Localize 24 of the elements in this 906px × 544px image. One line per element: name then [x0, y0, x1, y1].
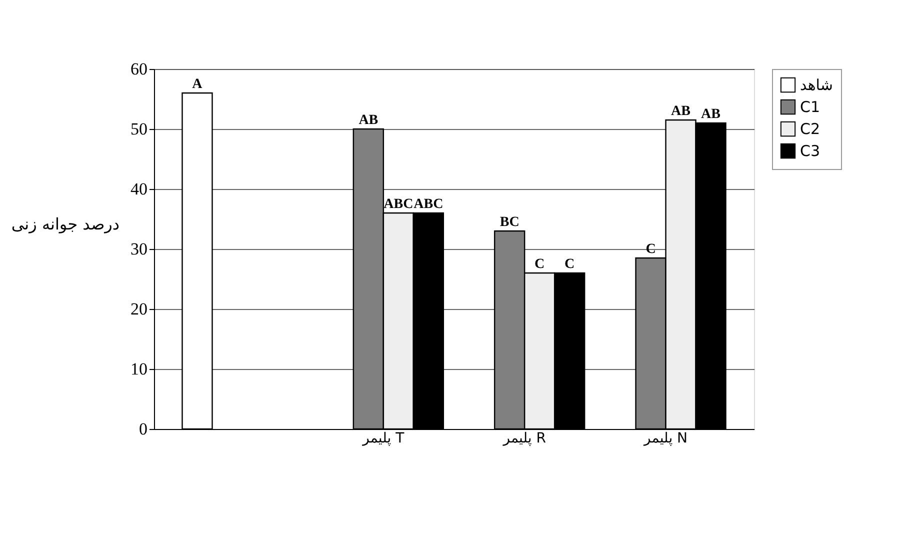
data-label: AB [358, 113, 378, 128]
y-tick-label: 30 [130, 240, 148, 258]
legend-label: شاهد [800, 76, 833, 94]
data-label: BC [500, 215, 520, 230]
data-label: ABC [414, 197, 444, 212]
y-tick-label: 60 [130, 60, 148, 78]
y-tick-label: 50 [130, 120, 148, 138]
y-tick-label: 40 [130, 180, 148, 198]
x-tick-label: پلیمر T [362, 430, 405, 446]
data-label: AB [701, 107, 720, 122]
data-label: ABC [384, 197, 414, 212]
y-tick-label: 0 [139, 420, 148, 438]
data-label: C [534, 257, 545, 272]
data-label: A [192, 77, 204, 92]
y-tick-label: 10 [130, 360, 148, 378]
legend-label: C1 [800, 98, 820, 116]
y-tick-label: 20 [130, 300, 148, 318]
y-axis-title: درصد جوانه زنی [11, 214, 120, 234]
data-label: C [564, 257, 575, 272]
legend-label: C2 [800, 120, 820, 138]
data-label: AB [671, 104, 690, 119]
x-tick-label: پلیمر R [502, 430, 546, 446]
legend-label: C3 [800, 142, 820, 160]
x-tick-label: پلیمر N [643, 430, 688, 446]
